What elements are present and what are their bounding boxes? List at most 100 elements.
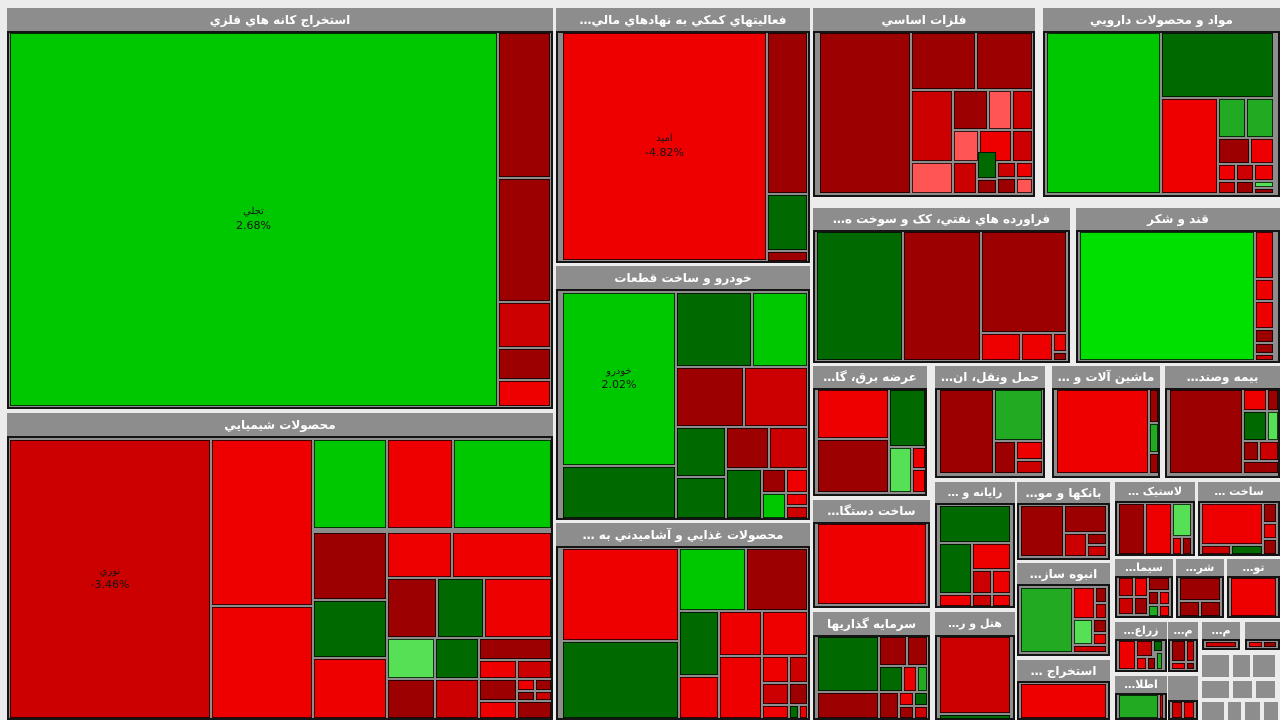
tiny-sector-placeholder[interactable] [1233, 681, 1252, 698]
stock-tile[interactable] [747, 549, 807, 610]
stock-tile[interactable] [1260, 442, 1278, 460]
stock-tile[interactable] [1255, 165, 1273, 180]
stock-tile[interactable] [1149, 592, 1158, 604]
stock-tile[interactable] [1150, 424, 1158, 452]
stock-tile[interactable] [480, 680, 516, 700]
sector-metal-fabrication[interactable]: ساخت … [1198, 482, 1280, 556]
sector-title[interactable]: فلزات اساسي [813, 8, 1035, 31]
stock-tile[interactable] [727, 470, 761, 518]
stock-tile[interactable] [787, 494, 807, 505]
stock-tile[interactable] [982, 232, 1066, 332]
sector-title[interactable]: انبوه ساز… [1017, 563, 1110, 584]
stock-tile[interactable] [1231, 578, 1276, 616]
stock-tile[interactable] [1094, 634, 1106, 644]
sector-title[interactable]: م… [1168, 622, 1198, 639]
stock-tile[interactable] [1149, 578, 1169, 590]
stock-tile[interactable] [880, 637, 906, 665]
sector-cement[interactable]: سيما… [1115, 559, 1173, 618]
stock-tile[interactable] [1080, 232, 1254, 360]
stock-tile[interactable] [1247, 99, 1273, 137]
stock-tile[interactable] [818, 693, 878, 718]
sector-title[interactable]: رايانه و … [935, 482, 1015, 503]
sector-section-small-unnamed[interactable] [1168, 676, 1198, 720]
stock-tile[interactable] [485, 579, 551, 637]
stock-tile[interactable] [677, 478, 725, 518]
stock-tile[interactable] [1237, 182, 1253, 193]
stock-tile[interactable] [1154, 641, 1162, 651]
stock-tile[interactable] [1202, 504, 1262, 544]
sector-title[interactable]: بانکها و مو… [1017, 482, 1110, 503]
stock-tile[interactable] [912, 91, 952, 161]
sector-title[interactable]: سرمايه گذاريها [813, 612, 930, 635]
stock-tile[interactable] [453, 533, 551, 577]
stock-tile[interactable] [1094, 620, 1106, 632]
stock-tile[interactable] [1013, 91, 1032, 129]
stock-tile[interactable] [499, 33, 550, 177]
stock-tile[interactable] [1219, 99, 1245, 137]
sector-title[interactable]: زراع… [1115, 622, 1167, 639]
stock-tile[interactable] [1219, 165, 1235, 180]
stock-tile[interactable] [940, 595, 971, 606]
stock-tile[interactable] [436, 680, 478, 718]
stock-tile[interactable] [1255, 189, 1273, 193]
tiny-sector-placeholder[interactable] [1253, 655, 1275, 677]
stock-tile[interactable] [768, 252, 807, 261]
stock-tile[interactable] [388, 579, 436, 637]
sector-title[interactable]: م… [1202, 622, 1240, 639]
stock-tile[interactable] [480, 639, 551, 659]
stock-tile[interactable] [940, 506, 1010, 542]
sector-title[interactable]: ساخت دستگا… [813, 500, 930, 522]
stock-tile[interactable] [973, 544, 1010, 569]
stock-tile[interactable] [1255, 182, 1273, 187]
stock-tile[interactable] [763, 612, 807, 655]
stock-tile[interactable] [720, 612, 761, 655]
stock-tile[interactable] [1256, 280, 1273, 300]
stock-tile[interactable] [745, 368, 807, 426]
stock-tile[interactable] [388, 533, 451, 577]
sector-title[interactable]: مواد و محصولات دارويي [1043, 8, 1280, 31]
sector-section-tiny-bar[interactable] [1245, 622, 1280, 650]
stock-tile[interactable] [1187, 663, 1194, 669]
sector-chemical-products[interactable]: محصولات شيميايي نوري -3.46% [7, 413, 553, 720]
stock-tile[interactable] [978, 180, 996, 193]
stock-tile[interactable] [1096, 588, 1106, 602]
sector-title[interactable]: ساخت … [1198, 482, 1280, 501]
stock-tile[interactable] [563, 642, 678, 718]
stock-tile[interactable] [1232, 546, 1262, 554]
stock-tile[interactable] [1184, 702, 1194, 718]
stock-tile[interactable]: تجلي 2.68% [10, 33, 497, 406]
stock-tile[interactable] [1021, 588, 1072, 652]
sector-electricity-gas[interactable]: عرضه برق، گا… [813, 366, 927, 496]
stock-tile[interactable] [1137, 641, 1152, 656]
stock-tile[interactable] [989, 91, 1011, 129]
stock-tile[interactable] [900, 707, 913, 718]
stock-tile[interactable] [1157, 653, 1162, 669]
stock-tile[interactable] [880, 667, 902, 691]
stock-tile[interactable] [978, 152, 996, 178]
stock-tile[interactable] [1119, 641, 1135, 669]
stock-tile[interactable] [940, 544, 971, 593]
stock-tile[interactable] [1251, 139, 1273, 163]
stock-tile[interactable] [973, 595, 991, 606]
stock-tile[interactable] [787, 470, 807, 492]
sector-title[interactable]: شر… [1176, 559, 1224, 576]
stock-tile[interactable] [1180, 602, 1199, 616]
sector-petroleum-products[interactable]: فراورده هاي نفتي، کک و سوخت ه… [813, 208, 1070, 363]
stock-tile[interactable] [1173, 538, 1181, 554]
stock-tile[interactable] [1237, 165, 1253, 180]
stock-tile[interactable] [1162, 99, 1217, 193]
stock-tile[interactable] [1074, 646, 1106, 652]
stock-tile[interactable] [790, 684, 807, 704]
stock-tile[interactable] [913, 470, 925, 492]
stock-tile[interactable] [1088, 546, 1106, 556]
stock-tile[interactable] [388, 680, 434, 718]
stock-tile[interactable] [1013, 131, 1032, 161]
stock-tile[interactable] [1244, 390, 1266, 410]
stock-tile[interactable] [536, 680, 551, 690]
stock-tile[interactable] [1172, 641, 1185, 661]
stock-tile[interactable] [1160, 592, 1169, 604]
stock-tile[interactable] [790, 706, 798, 718]
stock-tile[interactable] [763, 706, 788, 718]
stock-tile[interactable] [1017, 179, 1032, 193]
stock-tile[interactable] [1244, 462, 1278, 473]
